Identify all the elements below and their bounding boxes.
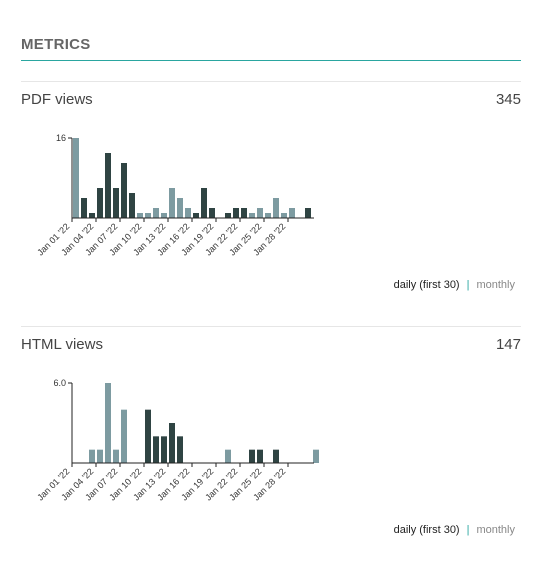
daily-toggle[interactable]: daily (first 30) [393,279,460,291]
bar [201,188,207,218]
period-toggle: daily (first 30) | monthly [394,524,515,536]
bar [121,409,127,463]
metric-title: HTML views [21,336,103,353]
bar [305,208,311,218]
bar [97,449,103,463]
bar [209,208,215,218]
panel-divider [21,81,521,82]
section-title: METRICS [21,36,91,53]
bar [137,213,143,218]
bar [129,193,135,218]
bar [265,213,271,218]
bar [81,198,87,218]
daily-toggle[interactable]: daily (first 30) [393,524,460,536]
bar [145,409,151,463]
bar [193,213,199,218]
metric-title: PDF views [21,91,93,108]
bar [97,188,103,218]
monthly-toggle[interactable]: monthly [476,279,515,291]
bar [113,449,119,463]
bar [145,213,151,218]
bar [153,436,159,463]
bar [73,138,79,218]
bar [89,449,95,463]
monthly-toggle[interactable]: monthly [476,524,515,536]
metric-total: 345 [495,91,521,108]
bar [289,208,295,218]
bar [177,198,183,218]
bar [89,213,95,218]
period-toggle: daily (first 30) | monthly [394,279,515,291]
bar [273,198,279,218]
bar [177,436,183,463]
toggle-separator: | [466,524,470,536]
bar [225,449,231,463]
bar [249,449,255,463]
bar [273,449,279,463]
metric-total: 147 [495,336,521,353]
bar [121,163,127,218]
bar [249,213,255,218]
bar [257,449,263,463]
section-divider [21,60,521,61]
panel-divider [21,326,521,327]
bar [257,208,263,218]
bar [185,208,191,218]
bar [169,423,175,463]
y-tick-label: 6.0 [53,378,66,388]
bar [161,213,167,218]
bar [105,383,111,463]
y-tick-label: 16 [56,133,66,143]
bar [113,188,119,218]
bar [241,208,247,218]
bar [313,449,319,463]
bar [161,436,167,463]
toggle-separator: | [466,279,470,291]
bar [281,213,287,218]
bar [233,208,239,218]
bar [153,208,159,218]
bar [105,153,111,218]
bar [169,188,175,218]
bar [225,213,231,218]
